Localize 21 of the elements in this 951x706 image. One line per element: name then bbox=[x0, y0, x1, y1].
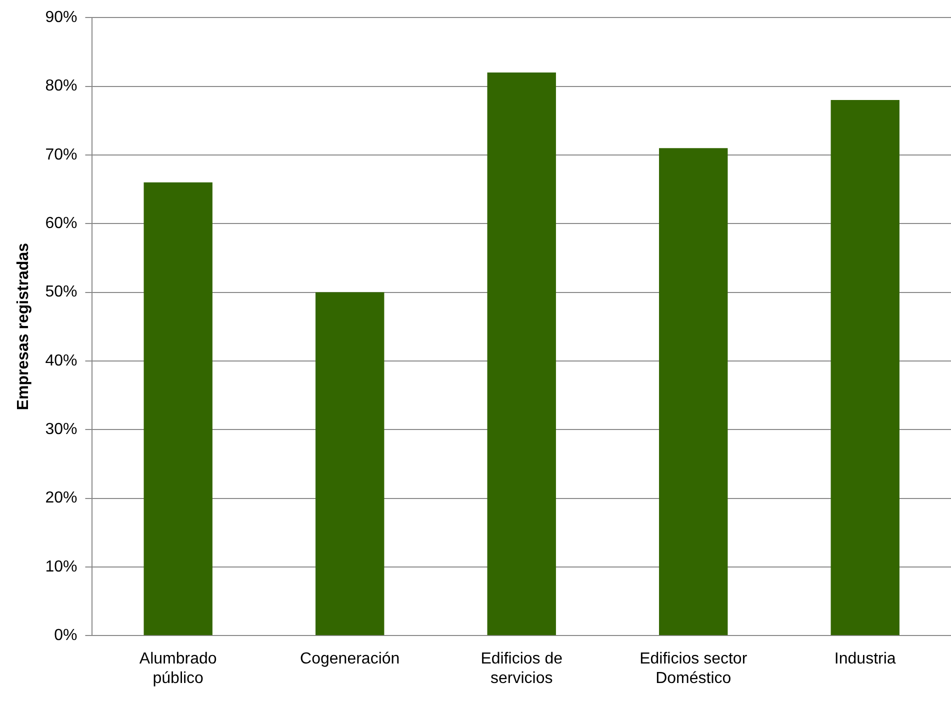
y-tick-label: 80% bbox=[45, 78, 78, 95]
y-tick-label: 60% bbox=[45, 215, 78, 232]
y-tick-label: 20% bbox=[45, 490, 78, 507]
bar bbox=[487, 72, 556, 636]
y-tick-label: 30% bbox=[45, 421, 78, 438]
y-axis-title: Empresas registradas bbox=[15, 242, 32, 410]
y-tick-label: 70% bbox=[45, 146, 78, 164]
y-tick-label: 50% bbox=[45, 284, 78, 301]
x-tick-label: Edificios sector Doméstico bbox=[640, 650, 748, 687]
bar bbox=[144, 182, 212, 636]
y-tick-label: 10% bbox=[45, 558, 78, 576]
x-tick-label: Industria bbox=[834, 650, 896, 668]
bar bbox=[830, 100, 900, 636]
y-tick-label: 90% bbox=[45, 9, 78, 26]
y-tick-label: 40% bbox=[45, 352, 78, 370]
bar bbox=[659, 148, 728, 636]
x-tick-label: Alumbrado público bbox=[139, 650, 217, 687]
x-tick-label: Edificios de servicios bbox=[480, 650, 563, 687]
y-tick-label: 0% bbox=[54, 627, 78, 644]
bar bbox=[316, 292, 384, 636]
x-tick-label: Cogeneración bbox=[300, 650, 400, 668]
